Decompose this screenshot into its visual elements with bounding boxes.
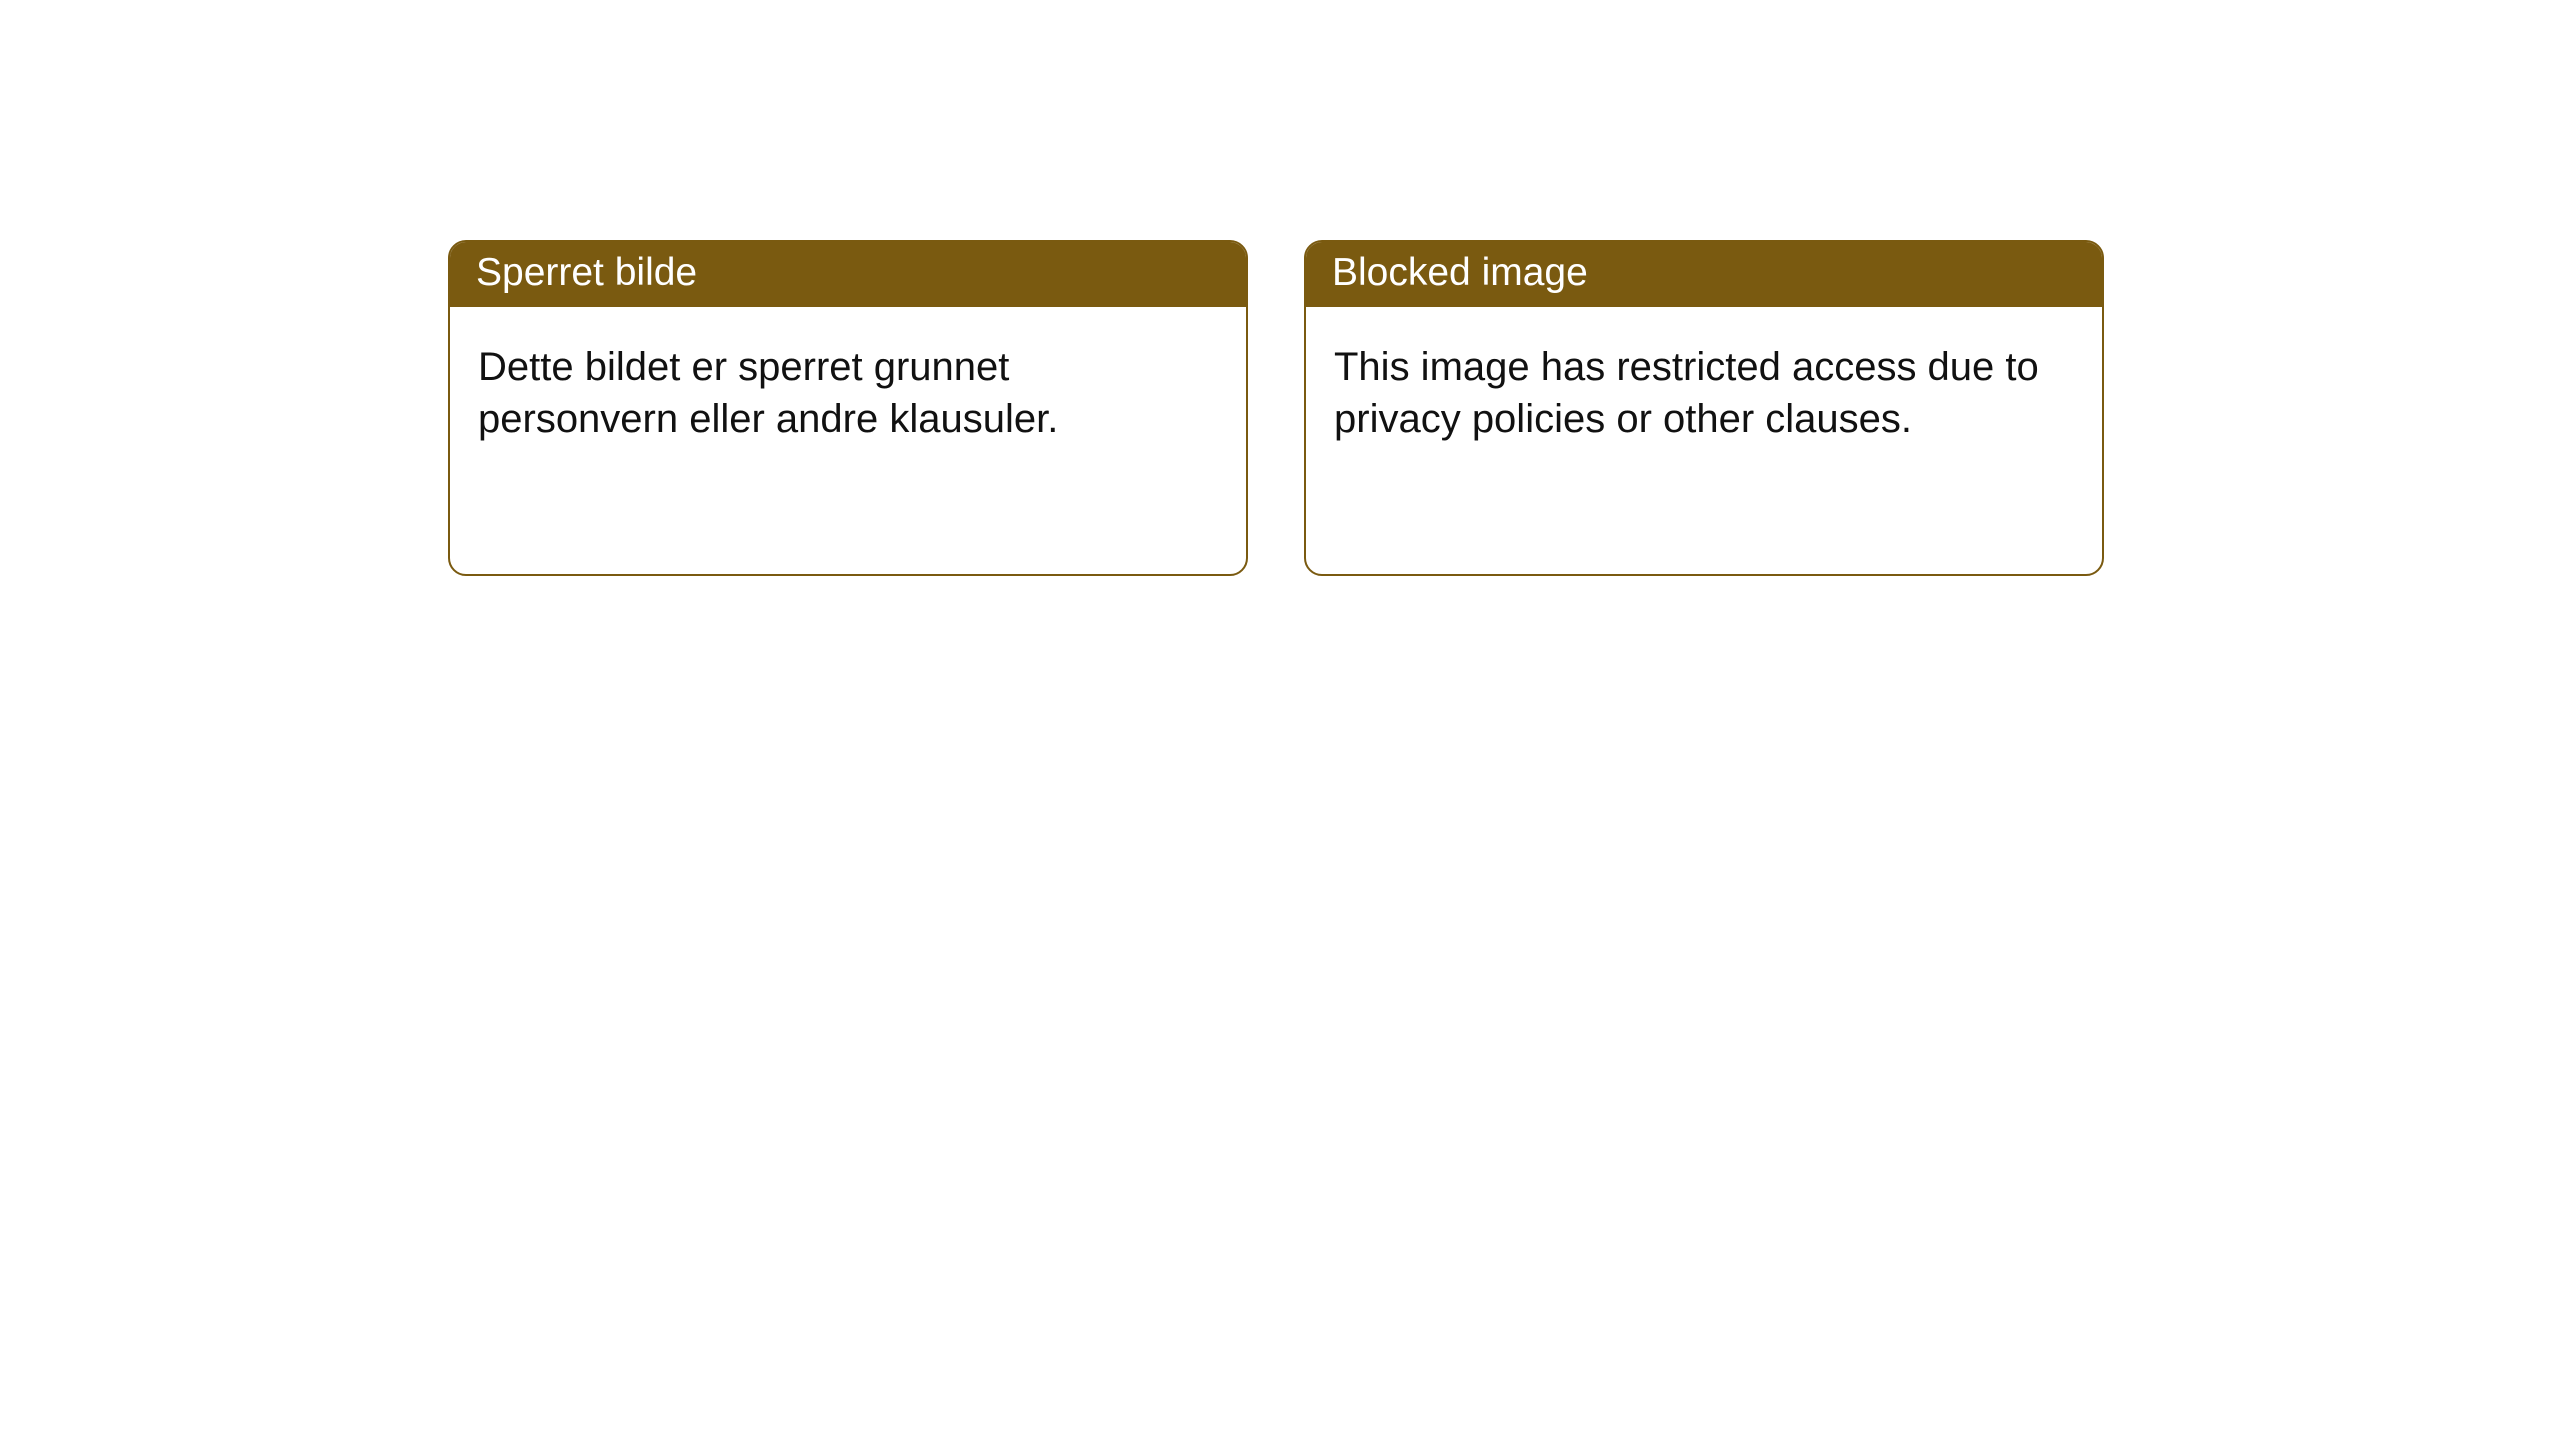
card-body-text: This image has restricted access due to …	[1306, 307, 2102, 479]
card-title: Blocked image	[1306, 242, 2102, 307]
card-title: Sperret bilde	[450, 242, 1246, 307]
notice-container: Sperret bilde Dette bildet er sperret gr…	[0, 0, 2560, 576]
card-body-text: Dette bildet er sperret grunnet personve…	[450, 307, 1246, 479]
notice-card-english: Blocked image This image has restricted …	[1304, 240, 2104, 576]
notice-card-norwegian: Sperret bilde Dette bildet er sperret gr…	[448, 240, 1248, 576]
